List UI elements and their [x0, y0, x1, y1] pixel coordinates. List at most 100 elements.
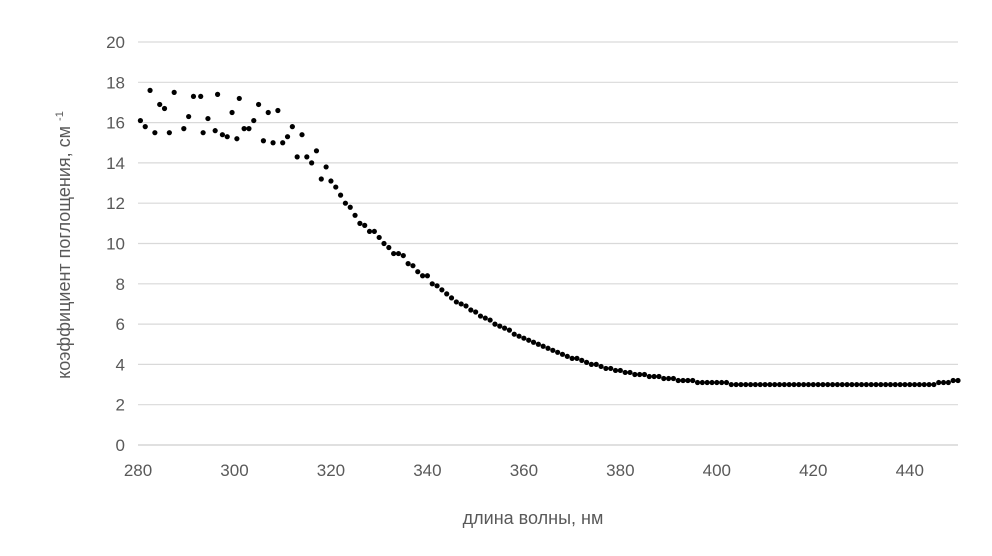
data-point-0-77 [511, 331, 517, 337]
data-point-0-124 [738, 381, 744, 388]
grid-layer [138, 41, 958, 446]
data-point-0-99 [617, 367, 623, 374]
points-layer [137, 87, 961, 388]
data-point-0-72 [487, 317, 493, 323]
data-point-0-64 [448, 295, 455, 301]
data-point-0-169 [955, 377, 961, 384]
data-point-0-9 [186, 113, 192, 120]
data-point-0-127 [752, 381, 759, 388]
data-point-0-156 [892, 381, 898, 388]
data-point-0-151 [868, 381, 874, 388]
data-point-0-93 [588, 361, 595, 367]
data-point-0-56 [410, 263, 416, 269]
data-point-0-168 [950, 377, 956, 384]
data-point-0-21 [241, 126, 247, 132]
data-point-0-62 [439, 287, 445, 293]
data-point-0-57 [415, 269, 421, 275]
data-point-0-10 [190, 93, 197, 100]
data-point-0-29 [280, 140, 286, 146]
data-point-0-135 [791, 381, 797, 388]
data-point-0-23 [251, 117, 257, 124]
data-point-0-145 [839, 381, 845, 388]
y-tick-label-8: 16 [106, 114, 125, 133]
y-axis-title-main: коэффициент поглощения, см [54, 126, 74, 379]
data-point-0-42 [342, 200, 349, 206]
data-point-0-25 [260, 138, 267, 144]
x-tick-label-1: 300 [220, 461, 248, 480]
data-point-0-165 [936, 379, 942, 386]
data-point-0-100 [622, 369, 628, 376]
data-point-0-83 [540, 343, 546, 349]
data-point-0-11 [198, 93, 204, 100]
x-tick-label-5: 380 [606, 461, 634, 480]
data-point-0-106 [651, 373, 657, 380]
data-point-0-138 [805, 381, 812, 388]
data-point-0-1 [142, 124, 148, 130]
data-point-0-60 [429, 281, 435, 287]
data-point-0-107 [656, 373, 662, 380]
data-point-0-30 [284, 134, 291, 140]
data-point-0-70 [477, 313, 484, 319]
data-point-0-125 [743, 381, 749, 388]
data-point-0-63 [444, 291, 450, 297]
data-point-0-47 [366, 228, 373, 235]
data-point-0-8 [181, 126, 187, 132]
data-point-0-68 [468, 307, 474, 313]
y-tick-label-5: 10 [106, 235, 125, 254]
data-point-0-134 [786, 381, 792, 388]
data-point-0-33 [299, 132, 305, 138]
data-point-0-94 [593, 361, 599, 367]
data-point-0-142 [825, 381, 831, 388]
x-tick-label-8: 440 [896, 461, 924, 480]
data-point-0-87 [559, 351, 566, 357]
data-point-0-67 [463, 303, 469, 309]
data-point-0-52 [391, 250, 397, 257]
data-point-0-164 [931, 381, 937, 388]
data-point-0-20 [236, 95, 242, 102]
data-point-0-40 [333, 184, 339, 190]
y-tick-label-7: 14 [106, 154, 125, 173]
data-point-0-48 [371, 228, 377, 235]
data-point-0-32 [294, 154, 300, 160]
data-point-0-45 [357, 220, 363, 226]
y-tick-label-4: 8 [116, 275, 125, 294]
data-point-0-69 [473, 309, 479, 315]
data-point-0-12 [200, 130, 206, 136]
data-point-0-51 [386, 244, 392, 251]
data-point-0-24 [255, 101, 262, 108]
data-point-0-14 [212, 128, 218, 134]
data-point-0-80 [526, 337, 532, 343]
data-point-0-65 [453, 299, 459, 305]
x-tick-label-3: 340 [413, 461, 441, 480]
data-point-0-146 [844, 381, 850, 388]
data-point-0-110 [670, 375, 677, 382]
data-point-0-31 [289, 124, 295, 130]
data-point-0-166 [940, 379, 947, 386]
data-point-0-123 [733, 381, 739, 388]
data-point-0-130 [767, 381, 773, 388]
y-axis-title: коэффициент поглощения, см -1 [54, 111, 74, 379]
data-point-0-150 [863, 381, 869, 388]
data-point-0-152 [873, 381, 879, 388]
y-tick-label-1: 2 [116, 396, 125, 415]
x-tick-label-7: 420 [799, 461, 827, 480]
y-tick-label-2: 4 [116, 355, 125, 374]
x-tick-label-2: 320 [317, 461, 345, 480]
data-point-0-159 [907, 381, 913, 388]
data-point-0-44 [352, 212, 358, 218]
data-point-0-7 [171, 89, 177, 95]
data-point-0-140 [815, 381, 821, 388]
data-point-0-61 [434, 283, 440, 289]
data-point-0-89 [569, 355, 575, 361]
data-point-0-155 [887, 381, 894, 388]
data-point-0-53 [395, 250, 402, 257]
y-tick-label-6: 12 [106, 194, 125, 213]
data-point-0-36 [313, 148, 320, 154]
data-point-0-143 [829, 381, 836, 388]
data-point-0-104 [641, 371, 648, 378]
data-point-0-55 [405, 261, 411, 267]
data-point-0-109 [665, 375, 672, 382]
data-point-0-137 [801, 381, 807, 388]
data-point-0-126 [747, 381, 754, 388]
